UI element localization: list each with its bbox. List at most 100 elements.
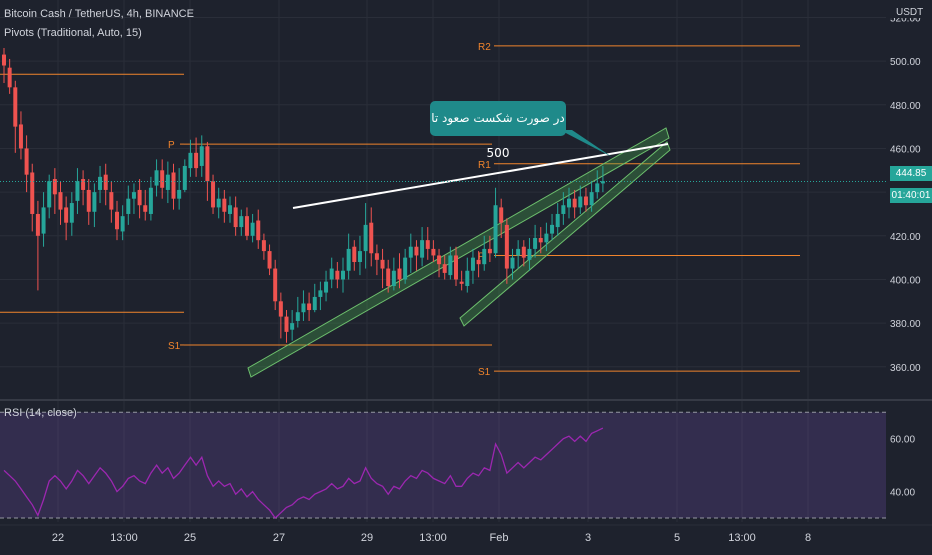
time-tick-label: 3 [585,532,591,544]
rsi-pane [0,399,932,519]
candle-body [18,124,23,149]
candle-body [13,87,18,127]
wedge-upper-band [247,127,670,378]
candle-body [103,174,108,190]
candle-body [391,270,396,287]
candle-body [131,192,136,199]
candle-body [211,181,216,208]
candle-body [81,179,86,190]
price-tick-label: 520.00 [890,13,921,24]
candle-body [301,303,306,313]
candle-body [92,192,97,212]
wedge-lower-band [459,141,671,327]
candle-body [386,268,391,287]
rising-wedge[interactable] [247,127,671,378]
pivots-indicator-label[interactable]: Pivots (Traditional, Auto, 15) [4,27,142,39]
candle-body [589,192,594,206]
candle-body [250,222,255,236]
pivot-label: S1 [478,367,491,378]
candle-body [363,224,368,252]
candle-body [35,213,40,236]
time-tick-label: 25 [184,532,196,544]
candle-body [75,181,80,201]
candle-body [188,152,193,169]
candle-body [307,303,312,311]
candle-body [459,281,464,284]
candle-body [567,198,571,208]
rsi-label: RSI (14, close) [4,407,77,419]
candle-body [357,251,362,262]
candle-body [41,207,46,234]
symbol-title[interactable]: Bitcoin Cash / TetherUS, 4h, BINANCE [4,8,194,20]
candle-body [578,196,583,208]
candle-body [533,237,538,249]
candle-body [369,222,374,254]
rsi-line [3,427,604,519]
candle-body [454,255,458,280]
candle-body [2,54,6,66]
candle-body [284,316,289,332]
candle-body [425,240,430,249]
candle-body [437,255,442,265]
candle-body [538,237,543,243]
candle-body [380,259,385,269]
candle-body [115,211,119,230]
annotation-callout[interactable]: در صورت شکست صعود تا 500 [430,101,566,160]
pivot-label: P [168,140,175,151]
price-tick-label: 360.00 [890,363,921,374]
candle-body [408,246,413,258]
candle-body [98,176,103,190]
candle-body [324,281,329,293]
pivot-label: R1 [478,160,491,171]
rsi-tick-label: 40.00 [890,488,915,499]
candle-body [476,259,481,265]
candle-body [572,198,577,208]
candle-body [329,268,334,280]
candle-body [216,198,221,208]
candle-body [58,192,63,210]
price-tick-label: 460.00 [890,144,921,155]
price-tick-label: 420.00 [890,232,921,243]
candle-body [555,213,560,228]
candle-body [24,148,29,175]
candle-body [154,170,159,186]
candle-body [244,216,249,236]
candle-body [583,196,588,206]
candle-body [64,207,69,223]
candle-body [414,246,419,256]
time-tick-label: 29 [361,532,373,544]
time-tick-label: 13:00 [110,532,138,544]
bar-countdown-tag: 01:40:01 [890,188,932,203]
candle-body [30,172,35,214]
candle-body [137,189,142,206]
time-tick-label: 5 [674,532,680,544]
candle-body [194,152,199,169]
time-tick-label: 27 [273,532,285,544]
candle-body [278,301,283,317]
candle-body [374,253,379,260]
candles [0,48,886,343]
candle-body [403,257,408,280]
candle-body [120,216,125,232]
candle-body [199,146,204,166]
pivot-label: S1 [168,341,181,352]
candle-body [482,248,487,265]
candle-body [47,181,52,208]
candle-body [561,205,566,214]
candle-body [256,220,261,241]
candle-body [228,205,232,214]
candle-body [470,257,475,271]
currency-label-bg [888,0,932,18]
last-price-tag: 444.85 [890,166,932,181]
candle-body [171,172,176,199]
currency-label: USDT [896,7,923,18]
candle-body [160,170,165,188]
candle-body [550,224,555,234]
price-tick-label: 400.00 [890,275,921,286]
candle-body [222,198,227,212]
candle-body [510,257,515,269]
price-tick-label: 380.00 [890,319,921,330]
